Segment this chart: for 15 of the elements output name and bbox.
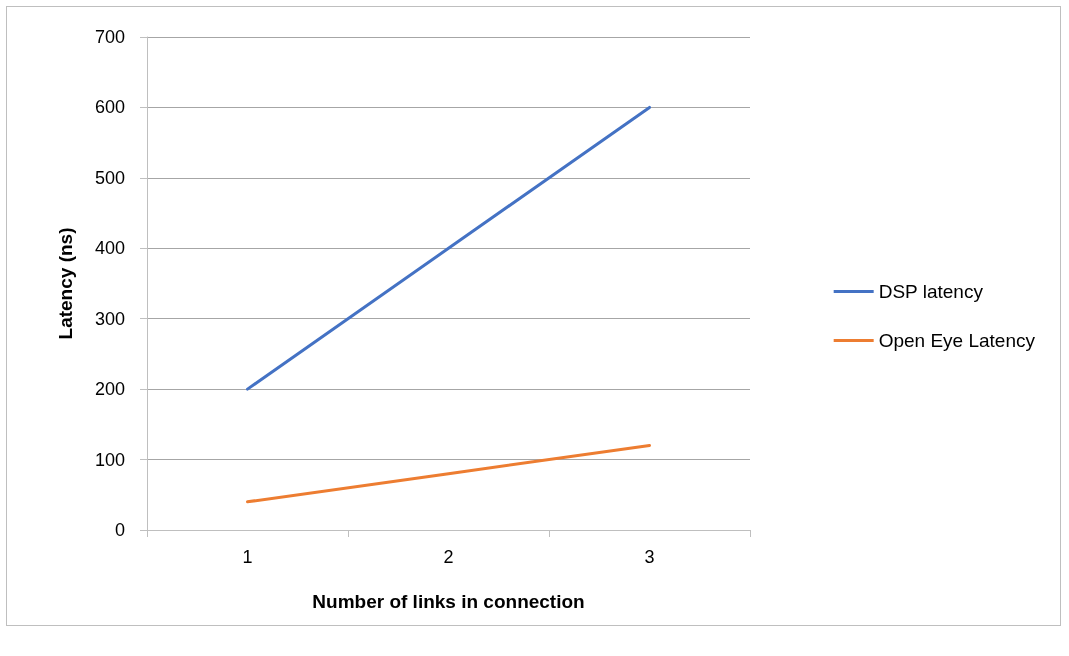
y-tick-label: 500 bbox=[94, 167, 125, 188]
y-tick-label: 0 bbox=[114, 520, 125, 540]
x-tick-label: 3 bbox=[644, 547, 655, 567]
y-tick-label: 100 bbox=[94, 449, 125, 470]
y-tick-label: 200 bbox=[94, 379, 125, 400]
y-tick-label: 600 bbox=[94, 97, 125, 118]
legend-label: Open Eye Latency bbox=[878, 330, 1036, 351]
legend-label: DSP latency bbox=[878, 281, 984, 302]
y-tick-label: 400 bbox=[94, 238, 125, 259]
x-axis-title: Number of links in connection bbox=[312, 591, 585, 612]
y-tick-label: 300 bbox=[94, 308, 125, 329]
x-tick-label: 2 bbox=[443, 547, 454, 567]
y-axis-title: Latency (ns) bbox=[55, 227, 76, 340]
y-tick-label: 700 bbox=[94, 27, 125, 47]
x-tick-label: 1 bbox=[242, 547, 253, 567]
